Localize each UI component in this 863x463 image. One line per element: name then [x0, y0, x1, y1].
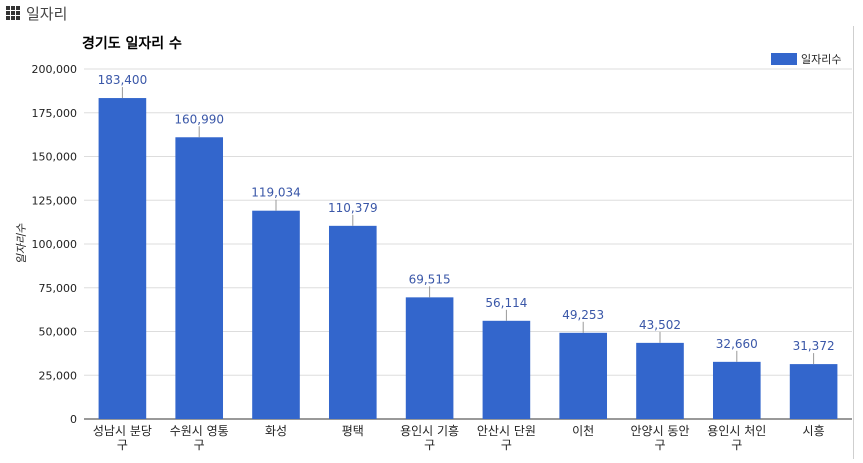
legend-swatch — [771, 53, 797, 65]
panel-header: 일자리 — [0, 0, 863, 26]
bar[interactable] — [712, 361, 761, 419]
bar[interactable] — [98, 98, 147, 420]
x-tick-label: 구 — [424, 438, 435, 452]
y-tick-label: 175,000 — [32, 107, 78, 120]
x-tick-label: 이천 — [572, 423, 594, 438]
bars: 183,400 160,990 119,034 110,379 69,515 56,114… — [98, 73, 838, 420]
chart-title: 경기도 일자리 수 — [82, 35, 182, 52]
y-tick-label: 150,000 — [32, 151, 78, 164]
bar[interactable] — [789, 364, 838, 419]
x-tick-label: 시흥 — [803, 424, 825, 438]
y-tick-label: 0 — [70, 413, 77, 426]
x-tick-label: 용인시 처인 — [707, 424, 766, 438]
data-label: 183,400 — [98, 73, 148, 87]
data-label: 31,372 — [793, 339, 835, 353]
bar-chart: 경기도 일자리 수 일자리수 일자리수 0 25,000 50,000 75,000 1… — [15, 35, 852, 452]
bar[interactable] — [175, 137, 224, 419]
bar[interactable] — [482, 320, 531, 419]
bar[interactable] — [405, 297, 454, 419]
bar[interactable] — [328, 225, 377, 419]
x-tick-label: 화성 — [265, 424, 287, 438]
x-tick-label: 안양시 동안 — [630, 424, 689, 438]
x-tick-label: 수원시 영통 — [170, 424, 229, 438]
chart-container: 경기도 일자리 수 일자리수 일자리수 0 25,000 50,000 75,000 1… — [0, 26, 854, 459]
data-label: 119,034 — [251, 186, 301, 200]
x-tick-label: 구 — [501, 438, 512, 452]
y-tick-label: 25,000 — [39, 369, 78, 382]
x-tick-label: 구 — [194, 438, 205, 452]
data-label: 43,502 — [639, 318, 681, 332]
y-tick-label: 200,000 — [32, 63, 78, 76]
x-tick-label: 구 — [731, 438, 742, 452]
y-tick-label: 100,000 — [32, 238, 78, 251]
y-tick-label: 50,000 — [39, 326, 78, 339]
y-axis-label: 일자리수 — [15, 223, 28, 264]
bar[interactable] — [559, 332, 608, 419]
legend: 일자리수 — [771, 52, 841, 66]
panel-title: 일자리 — [26, 4, 68, 23]
data-label: 69,515 — [409, 272, 451, 286]
data-label: 160,990 — [174, 112, 224, 126]
data-label: 49,253 — [562, 308, 604, 322]
x-tick-label: 안산시 단원 — [477, 424, 536, 438]
y-axis: 0 25,000 50,000 75,000 100,000 125,000 150,000… — [32, 63, 78, 426]
data-label: 110,379 — [328, 201, 378, 215]
legend-label: 일자리수 — [801, 52, 841, 66]
x-tick-label: 성남시 분당 — [93, 424, 152, 438]
data-label: 56,114 — [485, 296, 527, 310]
data-label: 32,660 — [716, 337, 758, 351]
x-tick-label: 평택 — [342, 424, 364, 438]
bar[interactable] — [252, 210, 300, 419]
bar[interactable] — [636, 342, 684, 419]
grid-icon — [6, 6, 20, 20]
y-tick-label: 75,000 — [39, 282, 78, 295]
y-tick-label: 125,000 — [32, 194, 78, 207]
x-tick-label: 구 — [117, 438, 128, 452]
x-tick-label: 구 — [654, 438, 665, 452]
x-tick-label: 용인시 기흥 — [400, 424, 459, 438]
